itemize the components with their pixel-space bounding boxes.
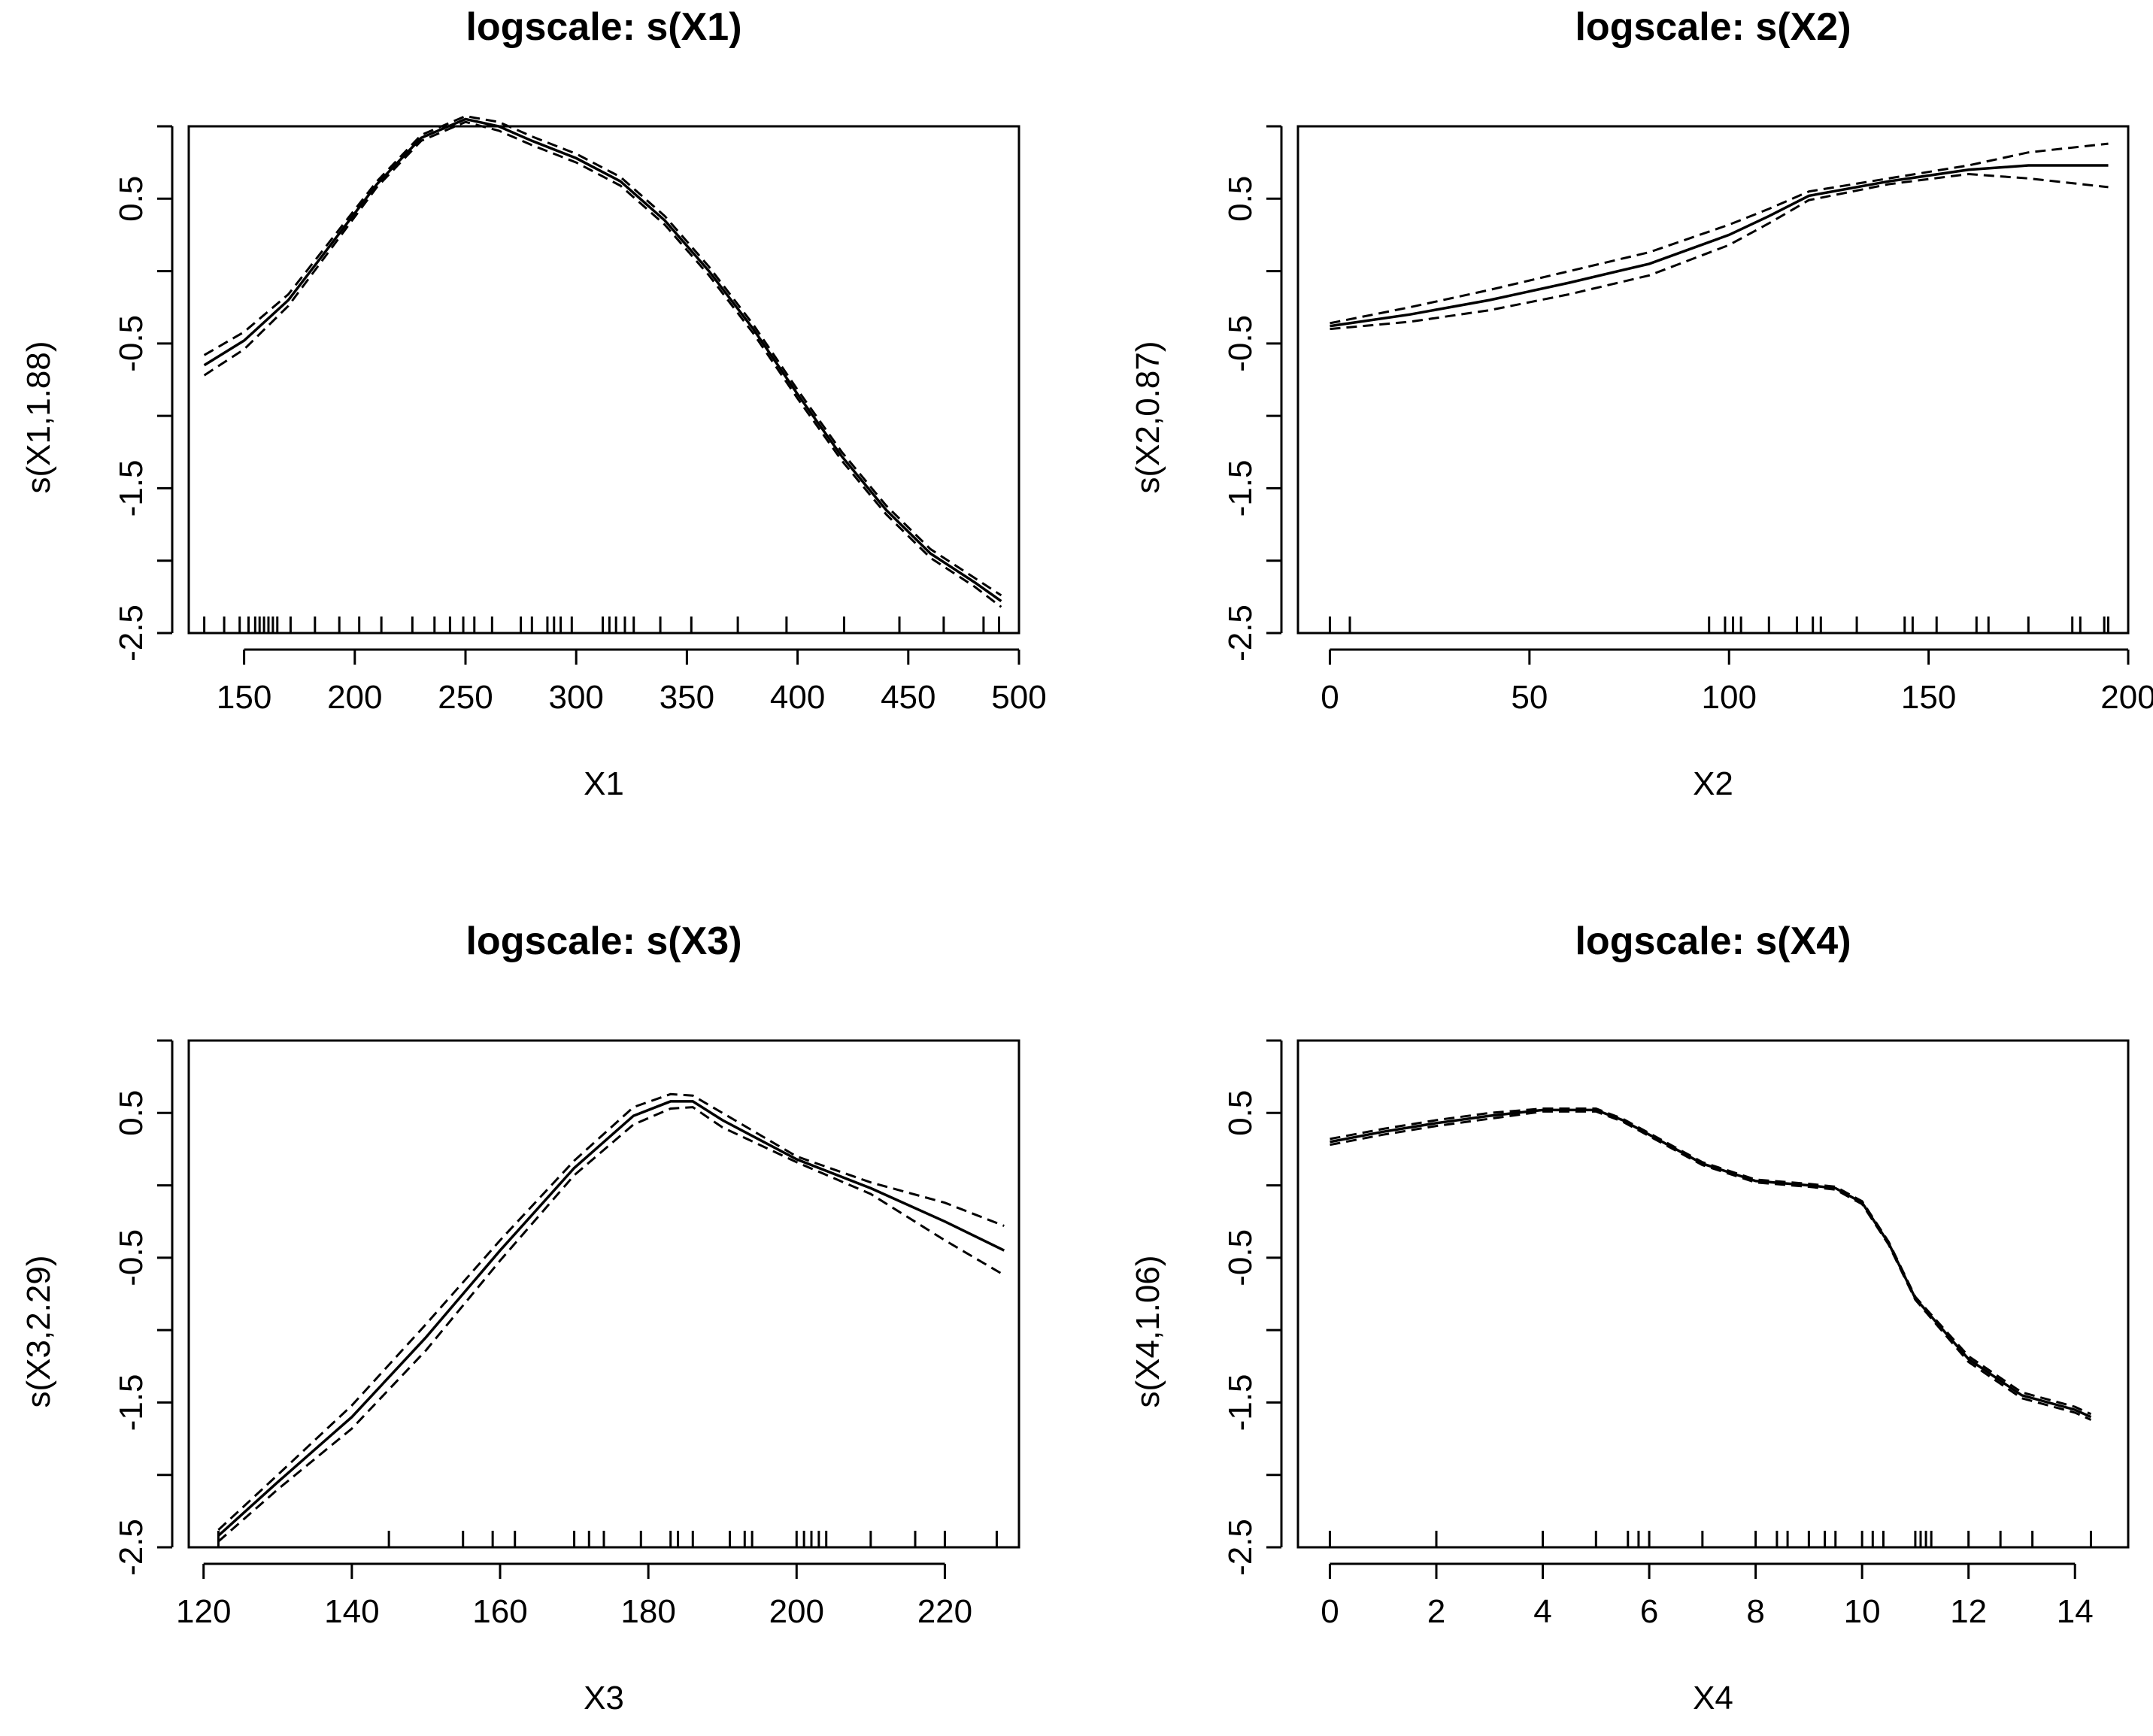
confidence-band-upper: [1330, 1107, 2092, 1416]
y-axis-label: s(X1,1.88): [20, 341, 57, 494]
y-tick-label: -2.5: [1222, 604, 1259, 662]
x-tick-label: 160: [472, 1593, 527, 1630]
confidence-band-lower: [217, 1106, 1005, 1543]
x-tick-label: 200: [769, 1593, 824, 1630]
y-tick-label: -2.5: [113, 604, 150, 662]
x-axis-label: X4: [1693, 1680, 1733, 1716]
y-tick-label: 0.5: [1222, 1090, 1259, 1136]
x-tick-label: 400: [770, 679, 825, 716]
y-tick-label: -1.5: [113, 460, 150, 517]
x-tick-label: 150: [1901, 679, 1956, 716]
x-tick-label: 150: [217, 679, 271, 716]
confidence-band-lower: [1330, 172, 2109, 331]
panel-s-x4: logscale: s(X4) 0 2 4 6 8 10 12 14 X4 -2.5 -1.5 -0.5…: [1130, 920, 2130, 1716]
y-tick-label: -0.5: [1222, 1229, 1259, 1286]
chart-title: logscale: s(X2): [1575, 5, 1851, 49]
y-axis-label: s(X4,1.06): [1130, 1256, 1166, 1408]
x-axis-label: X3: [584, 1680, 624, 1716]
x-tick-label: 14: [2057, 1593, 2094, 1630]
x-axis-label: X2: [1693, 765, 1733, 802]
y-tick-label: 0.5: [1222, 176, 1259, 222]
x-tick-label: 6: [1640, 1593, 1658, 1630]
panel-s-x1: logscale: s(X1) 150 200 250 300 350 400 450 500 X…: [20, 5, 1047, 802]
x-tick-label: 140: [324, 1593, 379, 1630]
x-tick-label: 220: [917, 1593, 972, 1630]
x-tick-label: 250: [438, 679, 493, 716]
y-tick-label: -0.5: [113, 1229, 150, 1286]
x-tick-label: 100: [1702, 679, 1757, 716]
x-tick-label: 0: [1321, 679, 1339, 716]
confidence-band-lower: [1330, 1110, 2092, 1421]
y-tick-label: -0.5: [1222, 315, 1259, 372]
x-tick-label: 200: [2100, 679, 2153, 716]
x-tick-label: 10: [1844, 1593, 1881, 1630]
y-tick-label: 0.5: [113, 176, 150, 222]
confidence-band-lower: [203, 120, 1002, 608]
plot-frame: [187, 125, 1020, 635]
fit-line: [217, 1100, 1005, 1537]
y-tick-label: -2.5: [1222, 1519, 1259, 1576]
chart-title: logscale: s(X1): [465, 5, 741, 49]
y-tick-label: -1.5: [1222, 460, 1259, 517]
fit-line: [1330, 1108, 2092, 1419]
x-tick-label: 2: [1427, 1593, 1445, 1630]
panel-s-x3: logscale: s(X3) 120 140 160 180 200 220 X3 -2.5 -…: [20, 920, 1020, 1716]
y-tick-label: -2.5: [113, 1519, 150, 1576]
y-tick-label: -0.5: [113, 315, 150, 372]
y-tick-label: 0.5: [113, 1090, 150, 1136]
y-axis-label: s(X3,2.29): [20, 1256, 57, 1408]
chart-title: logscale: s(X4): [1575, 920, 1851, 963]
plot-frame: [1296, 1039, 2130, 1549]
x-tick-label: 300: [548, 679, 603, 716]
x-tick-label: 0: [1321, 1593, 1339, 1630]
x-tick-label: 200: [327, 679, 382, 716]
y-tick-label: -1.5: [1222, 1374, 1259, 1432]
confidence-band-upper: [1330, 142, 2109, 325]
x-tick-label: 180: [620, 1593, 675, 1630]
x-tick-label: 4: [1533, 1593, 1551, 1630]
x-axis-label: X1: [584, 765, 624, 802]
confidence-band-upper: [217, 1092, 1005, 1531]
chart-title: logscale: s(X3): [465, 920, 741, 963]
x-tick-label: 350: [660, 679, 714, 716]
y-axis-label: s(X2,0.87): [1130, 341, 1166, 494]
plot-frame: [187, 1039, 1020, 1549]
confidence-band-upper: [203, 114, 1002, 597]
x-tick-label: 12: [1950, 1593, 1987, 1630]
x-tick-label: 8: [1746, 1593, 1764, 1630]
y-tick-label: -1.5: [113, 1374, 150, 1432]
x-tick-label: 50: [1511, 679, 1548, 716]
fit-line: [1330, 164, 2109, 328]
plot-frame: [1296, 125, 2130, 635]
x-tick-label: 500: [991, 679, 1046, 716]
x-tick-label: 450: [881, 679, 935, 716]
x-tick-label: 120: [176, 1593, 231, 1630]
panel-s-x2: logscale: s(X2) 0 50 100 150 200 X2 -2.5 -1.5 -0.…: [1130, 5, 2153, 802]
fit-line: [203, 117, 1002, 603]
